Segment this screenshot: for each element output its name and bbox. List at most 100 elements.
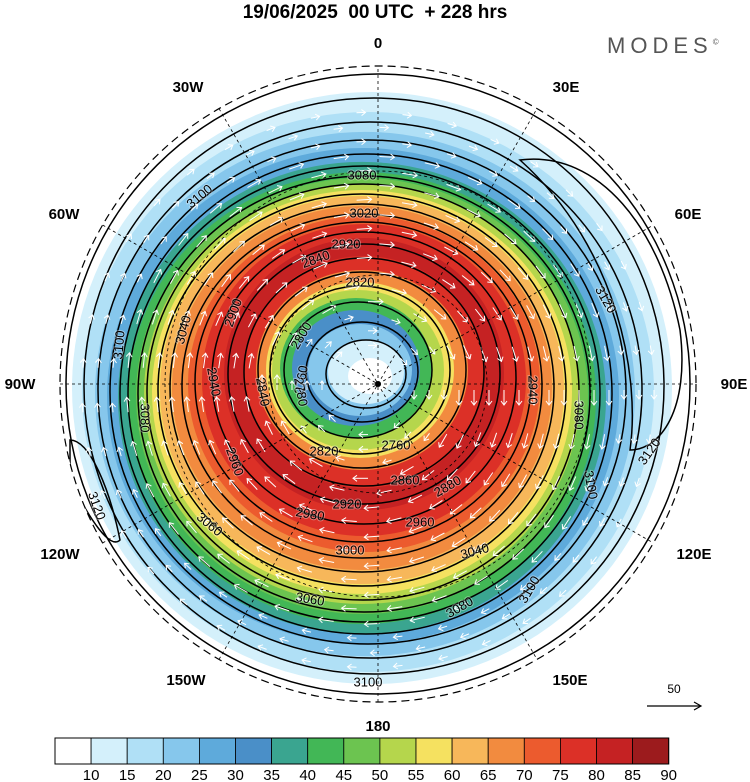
wind-arrowhead — [330, 305, 337, 311]
wind-arrow — [356, 256, 372, 259]
wind-arrowhead — [212, 480, 218, 487]
contour-label: 3060 — [295, 589, 326, 609]
wind-arrow — [601, 434, 606, 450]
wind-arrowhead — [592, 312, 600, 318]
wind-arrowhead — [358, 431, 364, 439]
wind-arrow — [333, 185, 349, 189]
wind-arrow — [302, 629, 312, 633]
wind-arrow — [554, 553, 562, 561]
contour-label: 3040 — [172, 314, 194, 346]
wind-arrowhead — [583, 444, 591, 450]
wind-arrowhead — [512, 554, 518, 560]
wind-arrowhead — [540, 273, 546, 279]
wind-arrowhead — [278, 508, 285, 515]
wind-arrowhead — [465, 477, 472, 484]
wind-arrow — [623, 302, 627, 312]
wind-arrow — [429, 346, 436, 355]
wind-arrow — [446, 345, 455, 360]
wind-arrow — [364, 593, 380, 596]
wind-arrow — [649, 345, 653, 355]
wind-arrowhead — [392, 633, 399, 641]
wind-arrowhead — [531, 557, 538, 563]
wind-scale: 50 — [647, 682, 703, 711]
wind-arrow — [401, 202, 417, 206]
wind-arrowhead — [376, 489, 382, 497]
wind-arrowhead — [229, 177, 236, 183]
wind-arrowhead — [273, 374, 281, 380]
height-contour — [97, 121, 643, 659]
wind-arrow — [591, 302, 598, 318]
wind-arrowhead — [406, 141, 413, 149]
lon-label-60w: 60W — [49, 206, 81, 223]
wind-arrowhead — [480, 608, 487, 615]
wind-arrow — [401, 261, 417, 267]
wind-arrowhead — [340, 604, 346, 612]
wind-arrow — [226, 177, 235, 184]
wind-arrow — [334, 243, 350, 248]
wind-arrowhead — [552, 443, 560, 450]
lon-label-60e: 60E — [675, 206, 702, 223]
wind-arrowhead — [221, 517, 228, 523]
wind-arrow — [333, 127, 343, 130]
wind-arrowhead — [605, 400, 613, 406]
wind-arrowhead — [274, 331, 281, 337]
wind-arrowhead — [620, 394, 628, 400]
wind-arrow — [238, 276, 250, 289]
wind-arrowhead — [340, 517, 347, 524]
wind-arrowhead — [514, 203, 521, 209]
wind-arrowhead — [85, 446, 93, 453]
wind-arrow — [379, 156, 395, 158]
wind-arrow — [89, 314, 93, 324]
wind-arrowhead — [344, 241, 350, 249]
wind-arrow — [400, 465, 414, 475]
wind-arrowhead — [363, 562, 369, 570]
wind-arrowhead — [617, 349, 625, 356]
wind-arrowhead — [622, 305, 629, 312]
wind-arrow — [544, 514, 554, 528]
wind-arrowhead — [650, 394, 658, 400]
wind-arrowhead — [361, 109, 367, 116]
colorbar-tick-label: 20 — [155, 767, 172, 782]
wind-arrow — [480, 271, 493, 283]
wind-arrow — [508, 511, 519, 525]
wind-arrow — [335, 456, 345, 461]
wind-arrow — [481, 608, 490, 614]
wind-arrowhead — [276, 185, 283, 192]
wind-arrow — [246, 478, 258, 490]
wind-arrow — [604, 345, 608, 361]
wind-arrowhead — [207, 272, 214, 279]
wind-arrowhead — [168, 396, 176, 402]
wind-arrow — [421, 284, 436, 293]
wind-arrow — [112, 358, 115, 368]
wind-arrowhead — [298, 162, 305, 169]
wind-arrowhead — [501, 613, 508, 620]
wind-arrow — [218, 353, 222, 369]
wind-arrowhead — [386, 575, 392, 583]
wind-arrowhead — [297, 534, 304, 542]
wind-arrowhead — [233, 312, 240, 318]
wind-arrow — [204, 519, 216, 532]
wind-arrowhead — [483, 479, 490, 486]
wind-arrow — [393, 635, 403, 638]
wind-arrowhead — [492, 550, 499, 557]
wind-arrowhead — [421, 474, 428, 481]
wind-arrow — [648, 434, 651, 444]
wind-arrowhead — [535, 483, 542, 490]
wind-arrow — [424, 132, 435, 136]
wind-arrow — [97, 358, 100, 368]
wind-arrow — [313, 262, 328, 270]
wind-arrowhead — [156, 352, 163, 358]
wind-arrow — [216, 396, 220, 412]
wind-arrowhead — [389, 241, 396, 249]
wind-arrowhead — [301, 627, 308, 635]
wind-arrow — [502, 613, 511, 620]
wind-arrowhead — [384, 124, 390, 132]
wind-arrowhead — [301, 657, 307, 665]
wind-arrow — [364, 506, 380, 509]
wind-arrowhead — [574, 271, 580, 277]
wind-arrowhead — [103, 314, 111, 320]
wind-arrowhead — [195, 481, 201, 487]
wind-arrowhead — [455, 443, 462, 449]
wind-arrowhead — [137, 529, 144, 535]
wind-arrow — [116, 489, 122, 499]
